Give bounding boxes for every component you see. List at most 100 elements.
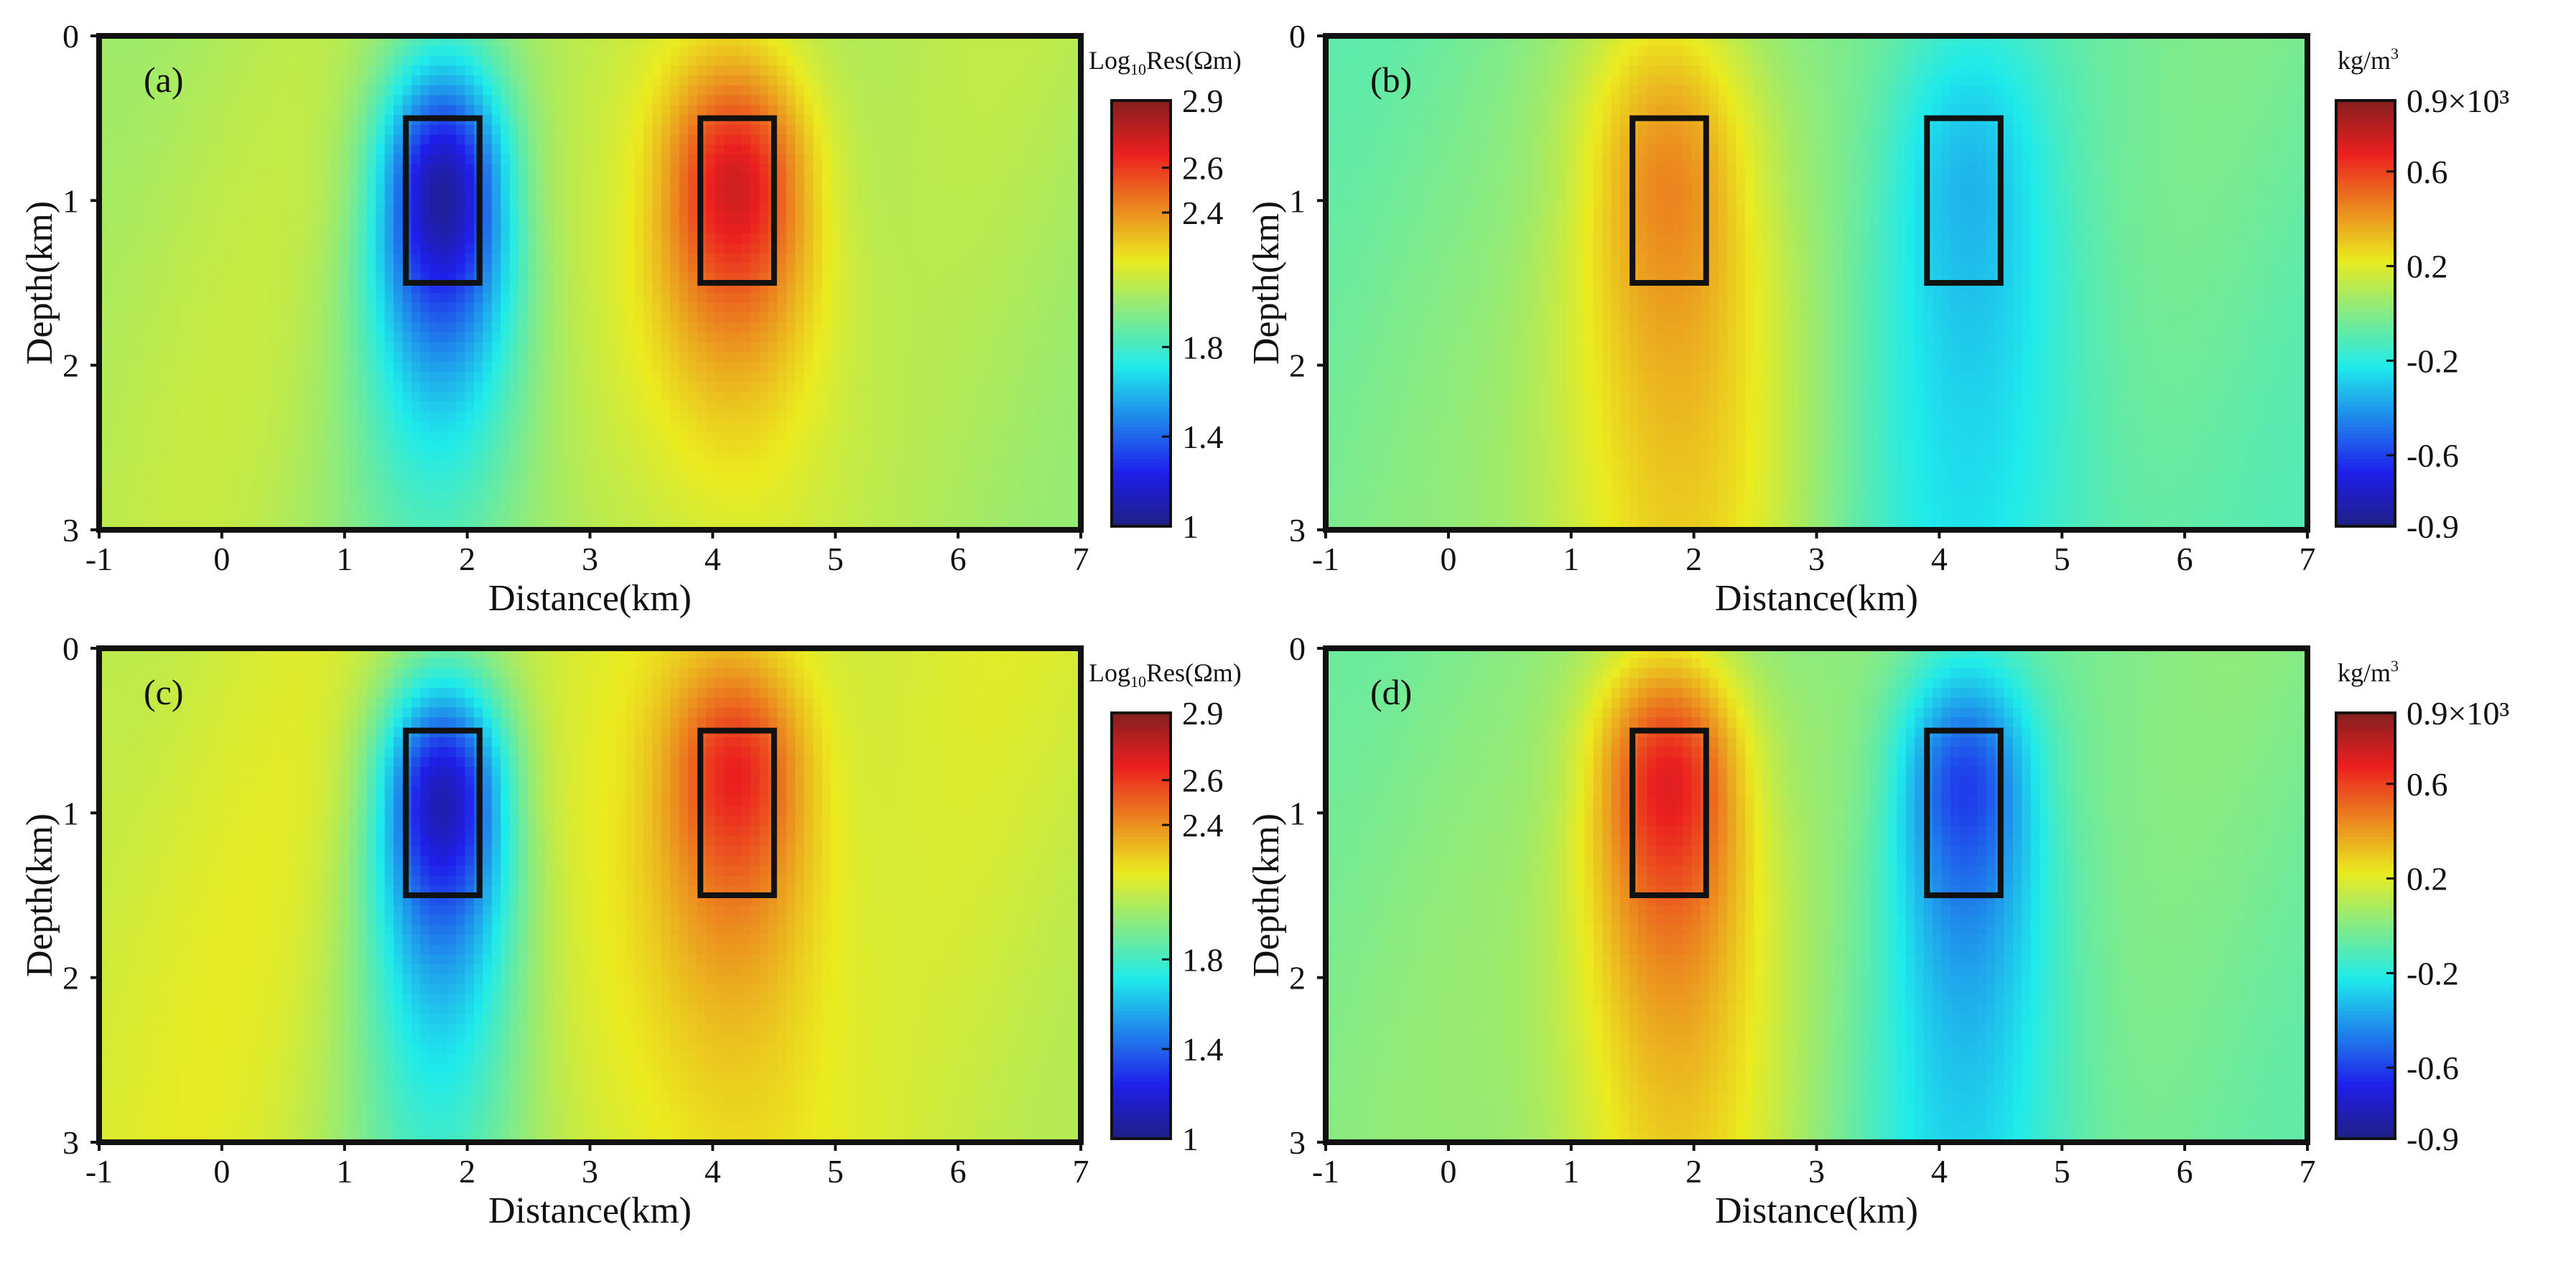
heatmap-cell (465, 203, 475, 215)
heatmap-cell (795, 124, 805, 136)
heatmap-cell (973, 95, 984, 106)
heatmap-cell (598, 371, 609, 383)
heatmap-cell (956, 95, 966, 106)
heatmap-cell (741, 450, 751, 462)
heatmap-cell (911, 381, 921, 393)
heatmap-cell (741, 184, 751, 195)
heatmap-cell (233, 154, 243, 165)
heatmap-cell (126, 381, 136, 393)
heatmap-cell (875, 421, 885, 432)
heatmap-cell (170, 194, 180, 205)
heatmap-cell (340, 55, 350, 67)
heatmap-cell (616, 401, 626, 412)
heatmap-cell (456, 332, 466, 343)
heatmap-cell (938, 203, 948, 215)
heatmap-cell (652, 203, 662, 215)
heatmap-cell (304, 391, 314, 402)
heatmap-cell (848, 312, 859, 323)
heatmap-cell (982, 233, 992, 244)
heatmap-cell (545, 95, 555, 106)
heatmap-cell (259, 381, 269, 393)
heatmap-cell (394, 342, 404, 353)
heatmap-cell (598, 362, 609, 373)
heatmap-cell (1027, 411, 1037, 422)
heatmap-cell (126, 243, 136, 254)
heatmap-cell (384, 431, 394, 442)
heatmap-cell (848, 105, 859, 116)
heatmap-cell (322, 194, 332, 205)
heatmap-cell (447, 470, 457, 481)
heatmap-cell (144, 184, 154, 195)
heatmap-cell (1063, 401, 1073, 412)
heatmap-cell (822, 292, 832, 304)
heatmap-cell (777, 322, 787, 333)
heatmap-cell (956, 391, 966, 402)
heatmap-cell (715, 253, 725, 264)
heatmap-cell (179, 124, 189, 136)
heatmap-cell (287, 302, 297, 314)
heatmap-cell (679, 184, 689, 195)
heatmap-cell (733, 431, 743, 442)
heatmap-cell (982, 95, 992, 106)
heatmap-cell (491, 194, 501, 205)
heatmap-cell (848, 273, 859, 284)
heatmap-cell (643, 292, 654, 304)
heatmap-cell (1018, 45, 1028, 57)
heatmap-cell (313, 263, 323, 274)
heatmap-cell (590, 411, 600, 422)
heatmap-cell (643, 144, 654, 155)
heatmap-cell (170, 391, 180, 402)
heatmap-cell (572, 203, 582, 215)
heatmap-cell (688, 273, 698, 284)
heatmap-cell (491, 381, 501, 393)
heatmap-cell (733, 253, 743, 264)
heatmap-cell (982, 115, 992, 126)
heatmap-cell (554, 411, 564, 422)
heatmap-cell (473, 431, 484, 442)
heatmap-cell (982, 342, 992, 353)
heatmap-cell (626, 154, 636, 165)
heatmap-cell (652, 352, 662, 363)
heatmap-cell (376, 362, 386, 373)
heatmap-cell (358, 223, 368, 234)
heatmap-cell (224, 421, 234, 432)
heatmap-cell (893, 85, 903, 96)
heatmap-cell (322, 105, 332, 116)
heatmap-cell (643, 431, 654, 442)
heatmap-cell (768, 45, 778, 57)
heatmap-cell (429, 362, 439, 373)
heatmap-cell (304, 105, 314, 116)
heatmap-cell (964, 194, 975, 205)
heatmap-cell (857, 352, 868, 363)
heatmap-cell (331, 203, 341, 215)
heatmap-cell (465, 441, 475, 452)
heatmap-cell (116, 421, 127, 432)
heatmap-cell (902, 213, 912, 225)
heatmap-cell (116, 371, 127, 383)
heatmap-cell (108, 213, 118, 225)
heatmap-cell (848, 332, 859, 343)
heatmap-cell (590, 45, 600, 57)
heatmap-cell (411, 352, 422, 363)
heatmap-cell (688, 194, 698, 205)
heatmap-cell (875, 174, 885, 185)
heatmap-cell (670, 95, 680, 106)
heatmap-cell (929, 332, 939, 343)
heatmap-cell (313, 194, 323, 205)
heatmap-cell (973, 460, 984, 472)
heatmap-cell (304, 480, 314, 491)
heatmap-cell (795, 134, 805, 146)
heatmap-cell (947, 105, 957, 116)
heatmap-cell (563, 203, 573, 215)
heatmap-cell (813, 460, 823, 472)
heatmap-cell (840, 75, 850, 86)
heatmap-cell (661, 124, 671, 136)
heatmap-cell (116, 401, 127, 412)
heatmap-cell (1027, 421, 1037, 432)
heatmap-cell (608, 253, 618, 264)
heatmap-cell (608, 362, 618, 373)
heatmap-cell (519, 55, 529, 67)
heatmap-cell (144, 421, 154, 432)
heatmap-cell (795, 411, 805, 422)
heatmap-cell (509, 322, 519, 333)
